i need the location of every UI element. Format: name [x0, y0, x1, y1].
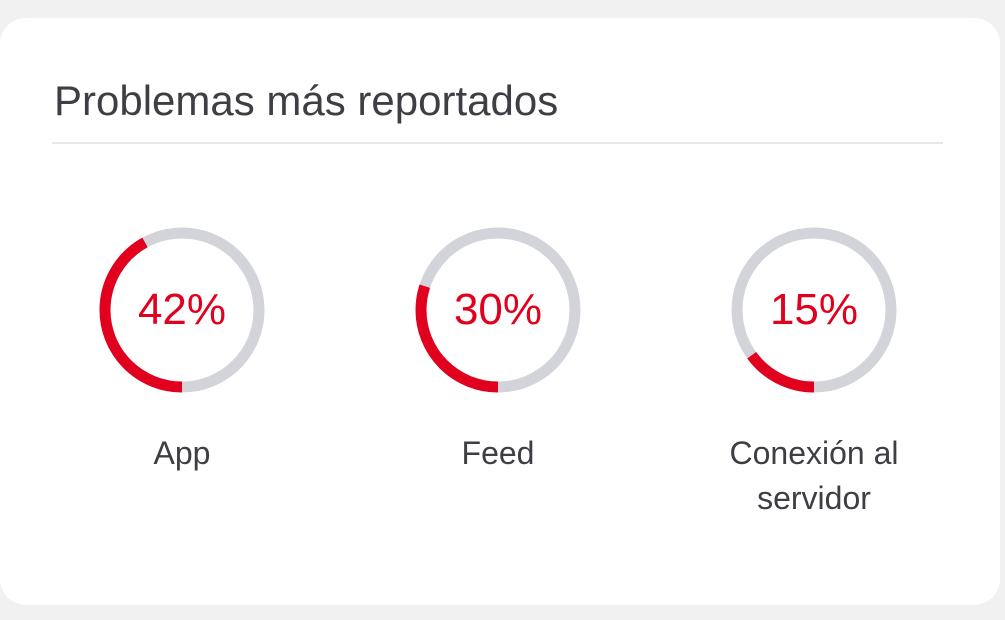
stat-feed: 30% Feed	[378, 225, 618, 476]
donut-server-connection: 15%	[729, 225, 899, 395]
label-feed: Feed	[461, 435, 535, 471]
stat-app: 42% App	[62, 225, 302, 476]
percent-server-connection: 15%	[769, 285, 859, 334]
percent-app: 42%	[137, 285, 227, 334]
problems-card: Problemas más reportados 42% App 30% Fee…	[0, 18, 1000, 605]
title-divider	[52, 142, 943, 144]
label-server-connection: Conexión al servidor	[729, 435, 899, 516]
card-title: Problemas más reportados	[54, 77, 559, 124]
donut-feed-arc	[415, 227, 581, 393]
percent-feed: 30%	[453, 285, 543, 334]
label-app: App	[153, 435, 211, 471]
donut-app: 42%	[97, 225, 267, 395]
donut-app-arc	[99, 227, 265, 393]
donut-server-connection-arc	[731, 227, 897, 393]
stat-server-connection: 15% Conexión al servidor	[694, 225, 934, 521]
donut-feed: 30%	[413, 225, 583, 395]
